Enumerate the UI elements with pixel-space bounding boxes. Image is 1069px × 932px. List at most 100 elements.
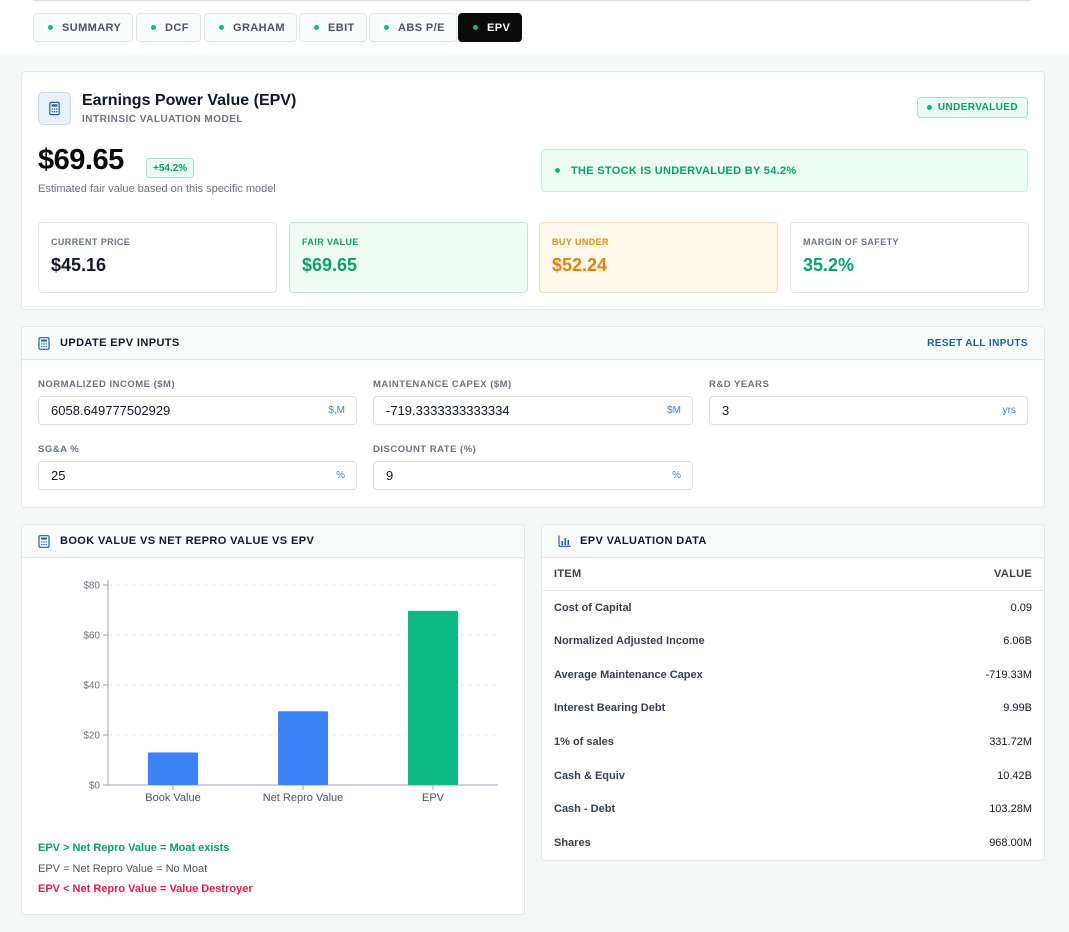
calculator-icon [38,92,71,125]
y-tick-label: $40 [83,681,100,692]
column-header-value: VALUE [994,568,1032,580]
model-subtitle: INTRINSIC VALUATION MODEL [82,114,244,125]
model-summary-card: Earnings Power Value (EPV) INTRINSIC VAL… [21,71,1045,310]
tab-epv[interactable]: EPV [458,13,523,42]
status-dot-icon [926,105,932,110]
epv-inputs-header: UPDATE EPV INPUTS [22,327,1044,360]
field-unit: $M [667,405,681,416]
field-value: 9 [386,468,394,483]
discount-rate-input[interactable]: 9 % [373,461,693,490]
normalized-income-input[interactable]: 6058.649777502929 $,M [38,396,357,425]
tab-label: GRAHAM [233,21,285,34]
tab-label: SUMMARY [62,21,122,34]
maintenance-capex-input[interactable]: -719.3333333333334 $M [373,396,693,425]
row-item-value: -719.33M [985,668,1032,681]
reset-all-inputs-button[interactable]: RESET ALL INPUTS [927,338,1028,349]
column-header-item: ITEM [554,568,582,580]
table-row: Cash & Equiv 10.42B [542,759,1044,792]
row-item-label: Cash & Equiv [554,769,625,782]
epv-comparison-chart-card: BOOK VALUE VS NET REPRO VALUE VS EPV $0 $… [21,524,525,915]
status-dot-icon [314,25,319,30]
model-title: Earnings Power Value (EPV) [82,92,297,109]
table-row: Average Maintenance Capex -719.33M [542,658,1044,691]
table-row: Cost of Capital 0.09 [542,591,1044,624]
stat-label: MARGIN OF SAFETY [803,237,899,247]
table-row: Normalized Adjusted Income 6.06B [542,625,1044,658]
tab-summary[interactable]: SUMMARY [33,13,134,42]
epv-inputs-card: UPDATE EPV INPUTS RESET ALL INPUTS NORMA… [21,326,1045,508]
field-value: 6058.649777502929 [51,403,171,418]
row-item-value: 968.00M [989,836,1032,849]
field-unit: % [336,470,345,481]
y-tick-label: $20 [83,731,100,742]
bar-chart-icon [558,535,571,548]
bar-epv [408,610,458,785]
x-tick-label: EPV [422,792,445,804]
status-badge-label: UNDERVALUED [937,102,1018,113]
tab-label: EPV [487,21,511,34]
epv-valuation-data-card: EPV VALUATION DATA ITEM VALUE Cost of Ca… [541,524,1045,861]
chart-header: BOOK VALUE VS NET REPRO VALUE VS EPV [22,525,524,558]
stat-value: $69.65 [302,255,358,275]
y-tick-label: $60 [83,631,100,642]
fair-value-price: $69.65 [38,144,124,176]
fair-value-description: Estimated fair value based on this speci… [38,183,276,195]
bar-net-repro-value [278,711,328,785]
section-title: EPV VALUATION DATA [580,535,707,547]
valuation-alert: THE STOCK IS UNDERVALUED BY 54.2% [541,149,1028,192]
y-tick-label: $80 [83,581,100,592]
top-divider [33,0,1031,1]
stat-value: 35.2% [803,255,855,275]
legend-moat-exists: EPV > Net Repro Value = Moat exists [38,842,230,854]
x-tick-label: Net Repro Value [263,792,344,804]
row-item-value: 6.06B [1003,635,1032,648]
stat-value: $52.24 [552,255,608,275]
field-label: SG&A % [38,444,80,455]
field-value: 3 [722,403,730,418]
stat-label: BUY UNDER [552,237,609,247]
stat-label: CURRENT PRICE [51,237,131,247]
table-row: Interest Bearing Debt 9.99B [542,692,1044,725]
legend-no-moat: EPV = Net Repro Value = No Moat [38,863,208,875]
status-dot-icon [555,168,560,173]
status-dot-icon [48,25,53,30]
status-dot-icon [384,25,389,30]
stat-fair-value: FAIR VALUE $69.65 [289,222,528,293]
table-row: 1% of sales 331.72M [542,725,1044,758]
row-item-label: Cash - Debt [554,803,616,816]
field-value: 25 [51,468,66,483]
tab-abs-pe[interactable]: ABS P/E [369,13,457,42]
bar-chart: $0 $20 $40 $60 $80 Book Value Net Repro Value E… [83,580,498,804]
status-dot-icon [219,25,224,30]
row-item-label: Normalized Adjusted Income [554,635,705,648]
row-item-value: 9.99B [1003,702,1032,715]
status-badge: UNDERVALUED [916,97,1028,118]
field-label: NORMALIZED INCOME ($M) [38,379,176,390]
sga-percent-input[interactable]: 25 % [38,461,357,490]
y-tick-label: $0 [89,781,101,792]
row-item-label: 1% of sales [554,735,614,748]
field-unit: $,M [328,405,345,416]
field-label: MAINTENANCE CAPEX ($M) [373,379,512,390]
field-unit: % [672,470,681,481]
row-item-label: Shares [554,836,591,849]
x-tick-label: Book Value [145,792,200,804]
tab-label: DCF [165,21,189,34]
stat-current-price: CURRENT PRICE $45.16 [38,222,277,293]
section-title: UPDATE EPV INPUTS [60,337,180,349]
change-badge: +54.2% [146,158,195,178]
tab-dcf[interactable]: DCF [136,13,201,42]
valuation-alert-text: THE STOCK IS UNDERVALUED BY 54.2% [571,164,797,177]
row-item-value: 331.72M [989,735,1032,748]
stat-buy-under: BUY UNDER $52.24 [539,222,778,293]
row-item-label: Average Maintenance Capex [554,668,703,681]
status-dot-icon [473,25,478,30]
row-item-value: 0.09 [1010,601,1032,614]
field-unit: yrs [1002,405,1016,416]
table-row: Shares 968.00M [542,826,1044,859]
tab-graham[interactable]: GRAHAM [204,13,297,42]
row-item-label: Interest Bearing Debt [554,702,666,715]
rd-years-input[interactable]: 3 yrs [709,396,1028,425]
tab-ebit[interactable]: EBIT [299,13,367,42]
field-label: DISCOUNT RATE (%) [373,444,477,455]
